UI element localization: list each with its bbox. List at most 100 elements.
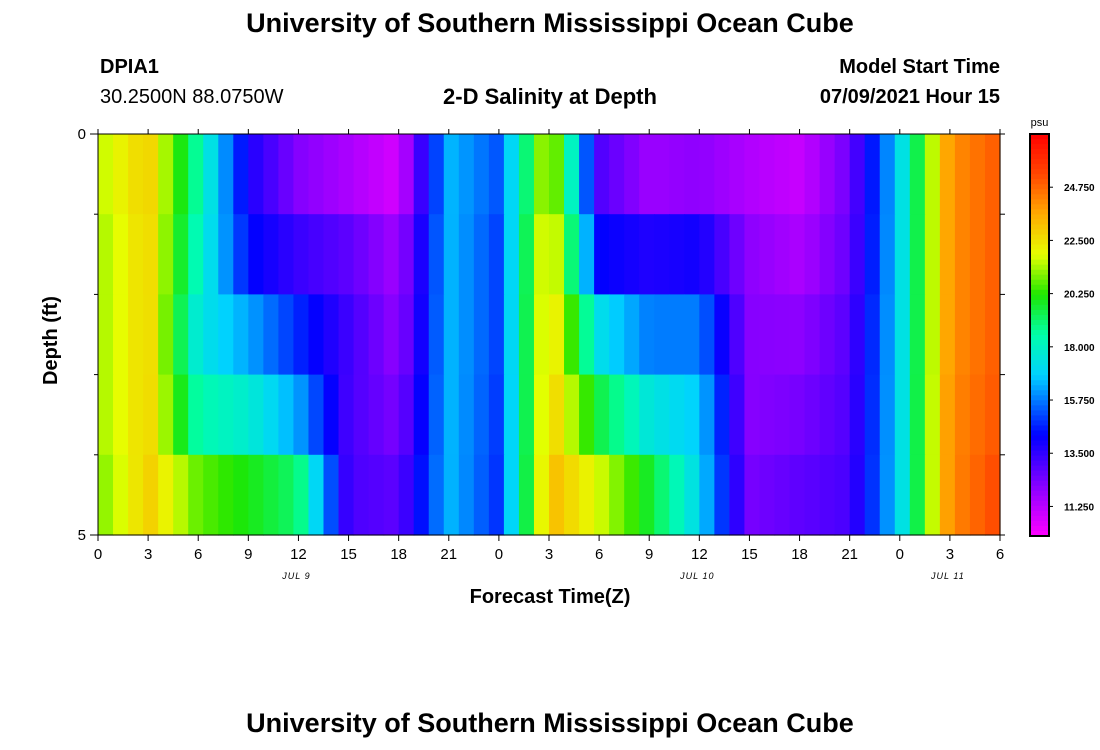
colorbar-segment: [1030, 450, 1049, 457]
heatmap-cell: [293, 214, 310, 295]
heatmap-cell: [834, 134, 851, 215]
heatmap-cell: [714, 454, 730, 536]
heatmap-cell: [353, 134, 370, 215]
heatmap-cell: [789, 454, 806, 536]
heatmap-cell: [368, 294, 385, 376]
heatmap-cell: [263, 454, 279, 536]
heatmap-cell: [624, 294, 640, 376]
heatmap-cell: [188, 214, 204, 295]
heatmap-cell: [203, 454, 219, 536]
heatmap-cell: [278, 374, 295, 456]
heatmap-cell: [654, 374, 670, 456]
colorbar-segment: [1030, 380, 1049, 386]
colorbar-segment: [1030, 340, 1049, 346]
heatmap-cell: [518, 294, 535, 376]
colorbar-segment: [1030, 490, 1049, 497]
heatmap-cell: [233, 454, 249, 536]
heatmap-cell: [143, 294, 159, 376]
colorbar-segment: [1030, 425, 1049, 432]
heatmap-cell: [864, 214, 881, 295]
colorbar-segment: [1030, 415, 1049, 422]
heatmap-cell: [744, 214, 761, 295]
heatmap-cell: [518, 214, 535, 295]
heatmap-cell: [293, 134, 310, 215]
heatmap-cell: [699, 294, 715, 376]
heatmap-cell: [398, 214, 415, 295]
station-id: DPIA1: [100, 56, 159, 78]
heatmap-cell: [864, 294, 881, 376]
heatmap-cell: [609, 294, 625, 376]
colorbar-segment: [1030, 510, 1049, 517]
heatmap-cell: [113, 214, 129, 295]
colorbar-segment: [1030, 345, 1049, 351]
heatmap-cell: [503, 294, 520, 376]
colorbar-segment: [1030, 420, 1049, 427]
heatmap-cell: [789, 294, 806, 376]
heatmap-cell: [188, 454, 204, 536]
heatmap-cell: [488, 134, 505, 215]
colorbar-segment: [1030, 410, 1049, 417]
heatmap-cell: [714, 134, 730, 215]
heatmap-cell: [458, 294, 475, 376]
heatmap-cell: [473, 294, 490, 376]
heatmap-cell: [924, 454, 941, 536]
heatmap-cell: [549, 214, 565, 295]
heatmap-cell: [458, 134, 475, 215]
heatmap-cell: [939, 214, 956, 295]
colorbar-tick-label: 20.250: [1064, 290, 1095, 301]
x-tick-label: 6: [996, 546, 1004, 563]
colorbar-unit-label: psu: [1031, 117, 1049, 129]
heatmap-cell: [669, 374, 685, 456]
heatmap-cell: [458, 454, 475, 536]
heatmap-cell: [143, 374, 159, 456]
heatmap-cell: [939, 374, 956, 456]
heatmap-cell: [368, 374, 385, 456]
heatmap-cell: [819, 454, 836, 536]
colorbar-segment: [1030, 460, 1049, 467]
colorbar-segment: [1030, 209, 1049, 216]
colorbar-tick-label: 24.750: [1064, 183, 1095, 194]
heatmap-cell: [669, 454, 685, 536]
x-tick-label: 21: [841, 546, 858, 563]
heatmap-cell: [488, 454, 505, 536]
heatmap-cell: [549, 374, 565, 456]
x-tick-label: 12: [290, 546, 307, 563]
colorbar-tick-label: 22.500: [1064, 236, 1095, 247]
heatmap-cell: [984, 134, 1001, 215]
heatmap-cell: [353, 294, 370, 376]
colorbar-segment: [1030, 279, 1049, 286]
heatmap-cell: [428, 374, 445, 456]
heatmap-cell: [203, 134, 219, 215]
heatmap-cell: [398, 454, 415, 536]
heatmap-cell: [759, 454, 776, 536]
heatmap-cell: [774, 294, 791, 376]
heatmap-cell: [248, 214, 264, 295]
heatmap-cell: [774, 374, 791, 456]
colorbar-segment: [1030, 154, 1049, 160]
heatmap-cell: [864, 134, 881, 215]
colorbar-segment: [1030, 480, 1049, 487]
heatmap-cell: [654, 214, 670, 295]
x-tick-label: 3: [545, 546, 553, 563]
heatmap-cell: [804, 134, 821, 215]
heatmap-cell: [804, 374, 821, 456]
colorbar-segment: [1030, 375, 1049, 381]
heatmap-cell: [413, 134, 430, 215]
heatmap-cell: [323, 214, 340, 295]
heatmap-cell: [969, 214, 986, 295]
heatmap-cell: [699, 374, 715, 456]
heatmap-cell: [909, 454, 926, 536]
heatmap-cell: [654, 294, 670, 376]
heatmap-cell: [864, 374, 881, 456]
heatmap-cell: [383, 214, 400, 295]
heatmap-cell: [458, 214, 475, 295]
colorbar-segment: [1030, 164, 1049, 170]
heatmap-cell: [143, 454, 159, 536]
heatmap-cell: [639, 134, 655, 215]
heatmap-cell: [549, 294, 565, 376]
heatmap-cell: [353, 454, 370, 536]
colorbar-segment: [1030, 309, 1049, 316]
heatmap-cell: [954, 374, 971, 456]
heatmap-cell: [368, 454, 385, 536]
